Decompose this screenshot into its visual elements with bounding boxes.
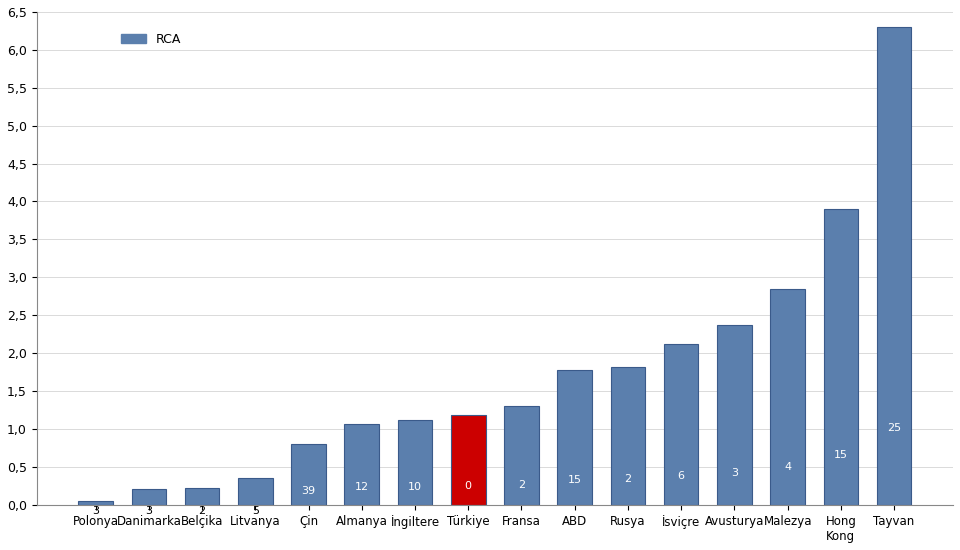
Bar: [824, 209, 858, 505]
Bar: [397, 420, 432, 505]
Text: 25: 25: [887, 423, 901, 433]
Bar: [291, 444, 325, 505]
Bar: [611, 367, 645, 505]
Bar: [558, 371, 592, 505]
Text: 2: 2: [624, 474, 632, 484]
Text: 3: 3: [731, 468, 738, 478]
Bar: [876, 27, 911, 505]
Bar: [345, 424, 379, 505]
Text: 15: 15: [567, 475, 582, 485]
Text: 10: 10: [408, 482, 422, 492]
Bar: [504, 406, 539, 505]
Bar: [238, 478, 273, 505]
Text: 15: 15: [834, 450, 848, 460]
Bar: [79, 501, 113, 505]
Text: 0: 0: [465, 481, 471, 491]
Text: 3: 3: [92, 506, 99, 516]
Bar: [451, 415, 486, 505]
Text: 39: 39: [301, 486, 316, 496]
Text: 4: 4: [784, 462, 791, 472]
Bar: [770, 289, 804, 505]
Text: 5: 5: [252, 506, 259, 516]
Text: 3: 3: [145, 506, 153, 516]
Text: 12: 12: [354, 482, 369, 492]
Text: 2: 2: [517, 480, 525, 490]
Text: 6: 6: [678, 471, 684, 481]
Text: 2: 2: [199, 506, 205, 516]
Bar: [184, 488, 220, 505]
Bar: [132, 490, 166, 505]
Bar: [664, 344, 699, 505]
Bar: [717, 325, 752, 505]
Legend: RCA: RCA: [116, 28, 186, 51]
